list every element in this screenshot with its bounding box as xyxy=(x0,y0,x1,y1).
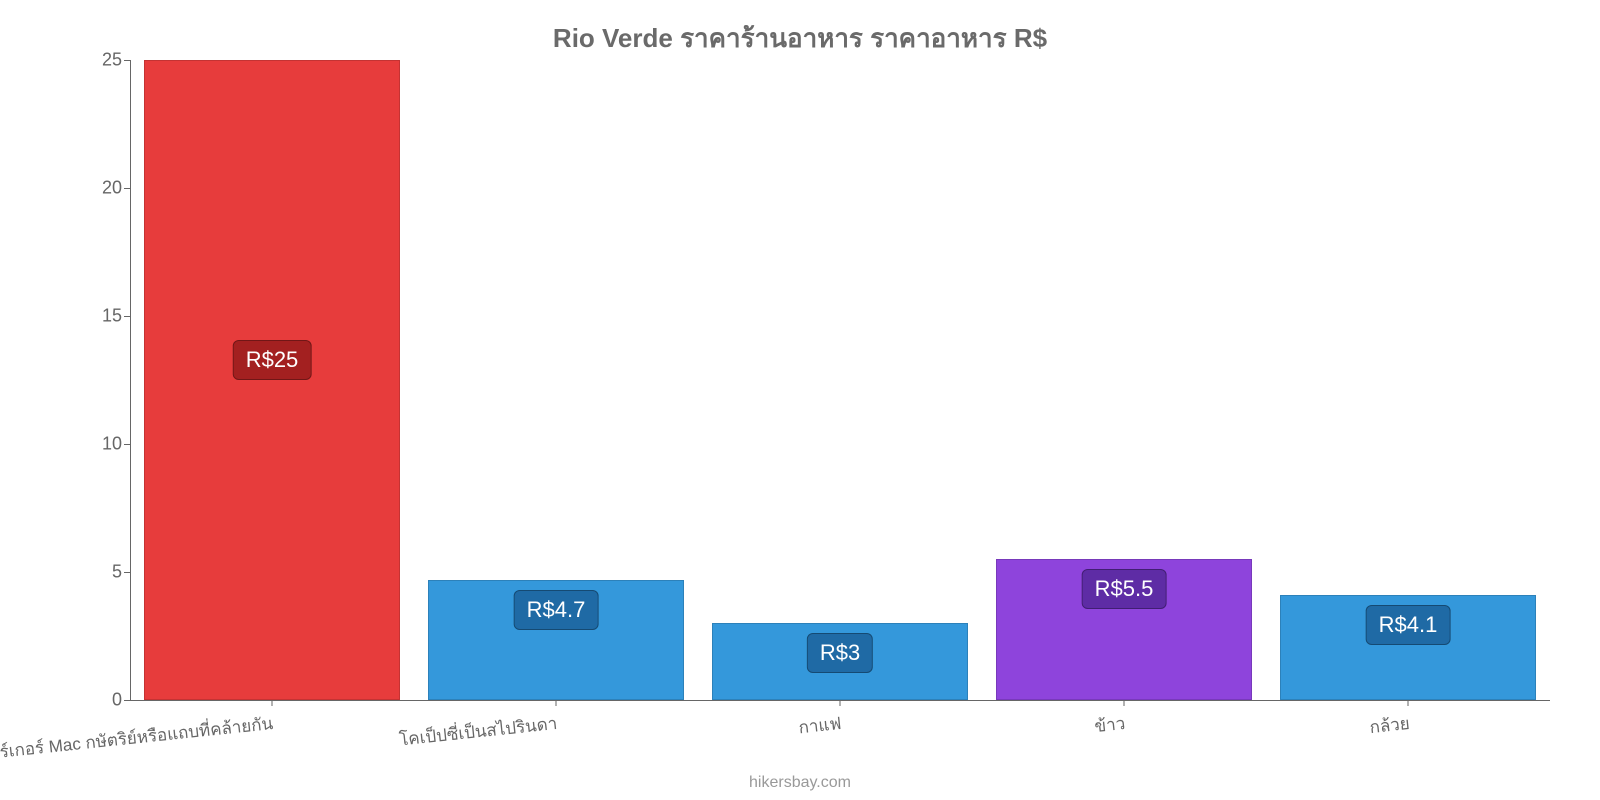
bar-value-label: R$4.7 xyxy=(514,590,599,630)
y-tick-mark xyxy=(124,700,130,701)
x-axis-label: กล้วย xyxy=(1368,710,1411,741)
y-tick-label: 5 xyxy=(112,562,122,583)
x-tick-mark xyxy=(272,700,273,706)
bars-layer: R$25 R$4.7 R$3 R$5.5 R$4.1 xyxy=(130,60,1550,700)
watermark: hikersbay.com xyxy=(0,774,1600,792)
x-tick-mark xyxy=(840,700,841,706)
x-labels-layer: เบอร์เกอร์ Mac กษัตริย์หรือแถบที่คล้ายกั… xyxy=(130,702,1550,762)
bar-value-label: R$5.5 xyxy=(1082,569,1167,609)
x-tick-mark xyxy=(556,700,557,706)
y-tick-mark xyxy=(124,572,130,573)
chart-container: Rio Verde ราคาร้านอาหาร ราคาอาหาร R$ R$2… xyxy=(0,0,1600,800)
bar xyxy=(144,60,400,700)
chart-title: Rio Verde ราคาร้านอาหาร ราคาอาหาร R$ xyxy=(0,18,1600,59)
y-tick-label: 20 xyxy=(102,178,122,199)
y-tick-label: 25 xyxy=(102,50,122,71)
y-tick-label: 0 xyxy=(112,690,122,711)
x-axis-label: ข้าว xyxy=(1093,710,1126,740)
x-axis-label: เบอร์เกอร์ Mac กษัตริย์หรือแถบที่คล้ายกั… xyxy=(0,710,275,768)
bar-value-label: R$25 xyxy=(233,340,312,380)
y-tick-label: 15 xyxy=(102,306,122,327)
y-tick-mark xyxy=(124,188,130,189)
x-axis-label: กาแฟ xyxy=(797,710,842,741)
bar-value-label: R$4.1 xyxy=(1366,605,1451,645)
bar-value-label: R$3 xyxy=(807,633,873,673)
y-tick-mark xyxy=(124,316,130,317)
x-tick-mark xyxy=(1124,700,1125,706)
y-tick-mark xyxy=(124,60,130,61)
x-axis-label: โคเป็ปซี่เป็นสไปรินดา xyxy=(398,710,559,753)
x-tick-mark xyxy=(1408,700,1409,706)
y-tick-label: 10 xyxy=(102,434,122,455)
y-tick-mark xyxy=(124,444,130,445)
